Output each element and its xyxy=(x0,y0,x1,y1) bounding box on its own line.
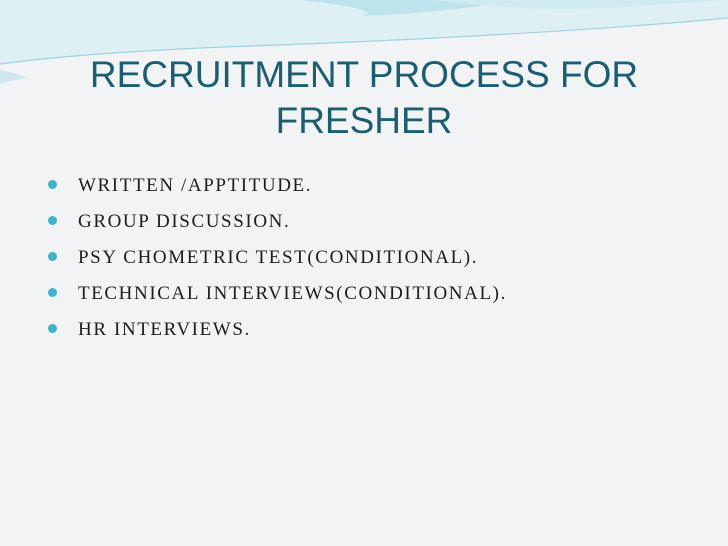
bullet-dot-icon xyxy=(48,180,57,189)
bullet-list: WRITTEN /APPTITUDE. GROUP DISCUSSION. PS… xyxy=(46,170,706,350)
bullet-text: HR INTERVIEWS. xyxy=(78,319,251,340)
bullet-dot-icon xyxy=(48,252,57,261)
bullet-dot-icon xyxy=(48,216,57,225)
bullet-item-written-aptitude: WRITTEN /APPTITUDE. xyxy=(46,170,706,206)
bullet-dot-icon xyxy=(48,288,57,297)
bullet-text: GROUP DISCUSSION. xyxy=(78,211,291,232)
bullet-item-psychometric-test: PSY CHOMETRIC TEST(CONDITIONAL). xyxy=(46,242,706,278)
header-wave-decoration xyxy=(0,0,728,84)
bullet-item-hr-interviews: HR INTERVIEWS. xyxy=(46,314,706,350)
bullet-item-group-discussion: GROUP DISCUSSION. xyxy=(46,206,706,242)
bullet-dot-icon xyxy=(48,324,57,333)
bullet-text: TECHNICAL INTERVIEWS(CONDITIONAL). xyxy=(78,283,507,304)
bullet-text: WRITTEN /APPTITUDE. xyxy=(78,175,313,196)
slide-title: RECRUITMENT PROCESS FOR FRESHER xyxy=(89,54,639,141)
bullet-item-technical-interviews: TECHNICAL INTERVIEWS(CONDITIONAL). xyxy=(46,278,706,314)
bullet-text: PSY CHOMETRIC TEST(CONDITIONAL). xyxy=(78,247,479,268)
